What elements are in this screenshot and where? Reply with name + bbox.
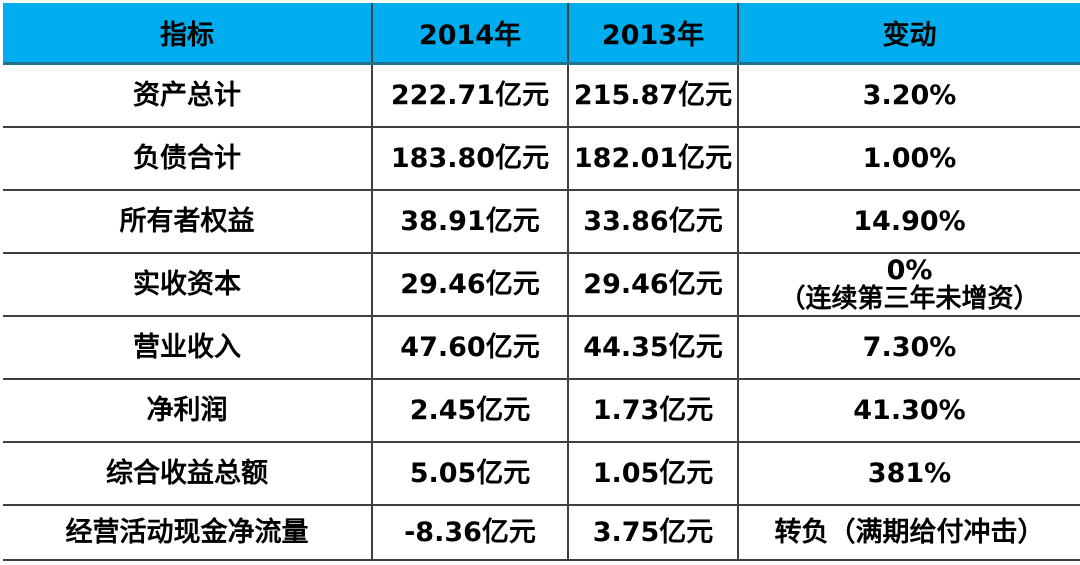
change-value: 3.20% <box>862 79 957 111</box>
value-2013-cell: 29.46亿元 <box>567 253 738 317</box>
value-2013-cell: 3.75亿元 <box>567 505 738 561</box>
change-cell: 381% <box>737 442 1080 506</box>
change-value: 0% <box>886 255 933 286</box>
value-2014-cell: 222.71亿元 <box>371 63 568 128</box>
table-row-owners-equity: 所有者权益 38.91亿元 33.86亿元 14.90% <box>3 190 1080 254</box>
change-cell: 14.90% <box>737 190 1080 254</box>
table-row-total-assets: 资产总计 222.71亿元 215.87亿元 3.20% <box>3 63 1080 128</box>
header-2014: 2014年 <box>371 3 568 65</box>
indicator-cell: 实收资本 <box>3 253 372 317</box>
change-value: 14.90% <box>853 205 966 237</box>
value-2013-cell: 182.01亿元 <box>567 127 738 191</box>
value-2014-cell: -8.36亿元 <box>371 505 568 561</box>
change-cell: 1.00% <box>737 127 1080 191</box>
change-cell: 41.30% <box>737 379 1080 443</box>
table-row-comprehensive-income: 综合收益总额 5.05亿元 1.05亿元 381% <box>3 442 1080 506</box>
header-2013: 2013年 <box>567 3 738 65</box>
table-row-paid-in-capital: 实收资本 29.46亿元 29.46亿元 0% （连续第三年未增资） <box>3 253 1080 317</box>
header-indicator: 指标 <box>3 3 372 65</box>
change-cell: 转负（满期给付冲击） <box>737 505 1080 561</box>
table-row-operating-revenue: 营业收入 47.60亿元 44.35亿元 7.30% <box>3 316 1080 380</box>
indicator-cell: 负债合计 <box>3 127 372 191</box>
value-2014-cell: 38.91亿元 <box>371 190 568 254</box>
value-2013-cell: 1.73亿元 <box>567 379 738 443</box>
change-cell: 3.20% <box>737 63 1080 128</box>
indicator-cell: 经营活动现金净流量 <box>3 505 372 561</box>
change-cell: 0% （连续第三年未增资） <box>737 253 1080 317</box>
header-row: 指标 2014年 2013年 变动 <box>3 3 1080 65</box>
indicator-cell: 所有者权益 <box>3 190 372 254</box>
indicator-cell: 资产总计 <box>3 63 372 128</box>
value-2014-cell: 29.46亿元 <box>371 253 568 317</box>
table-row-total-liabilities: 负债合计 183.80亿元 182.01亿元 1.00% <box>3 127 1080 191</box>
change-cell: 7.30% <box>737 316 1080 380</box>
change-value: 381% <box>867 457 952 489</box>
indicator-cell: 综合收益总额 <box>3 442 372 506</box>
change-value: 41.30% <box>853 394 966 426</box>
value-2014-cell: 183.80亿元 <box>371 127 568 191</box>
change-note: （连续第三年未增资） <box>779 283 1040 314</box>
table-row-net-profit: 净利润 2.45亿元 1.73亿元 41.30% <box>3 379 1080 443</box>
indicator-cell: 营业收入 <box>3 316 372 380</box>
value-2014-cell: 5.05亿元 <box>371 442 568 506</box>
table-row-operating-cash-flow: 经营活动现金净流量 -8.36亿元 3.75亿元 转负（满期给付冲击） <box>3 505 1080 561</box>
indicator-cell: 净利润 <box>3 379 372 443</box>
change-value: 1.00% <box>862 142 957 174</box>
value-2013-cell: 215.87亿元 <box>567 63 738 128</box>
header-change: 变动 <box>737 3 1080 65</box>
change-value: 7.30% <box>862 331 957 363</box>
value-2013-cell: 44.35亿元 <box>567 316 738 380</box>
change-value: 转负（满期给付冲击） <box>774 516 1045 548</box>
financial-comparison-table: 指标 2014年 2013年 变动 资产总计 222.71亿元 215.87亿元… <box>3 3 1080 561</box>
value-2014-cell: 2.45亿元 <box>371 379 568 443</box>
value-2014-cell: 47.60亿元 <box>371 316 568 380</box>
value-2013-cell: 33.86亿元 <box>567 190 738 254</box>
value-2013-cell: 1.05亿元 <box>567 442 738 506</box>
